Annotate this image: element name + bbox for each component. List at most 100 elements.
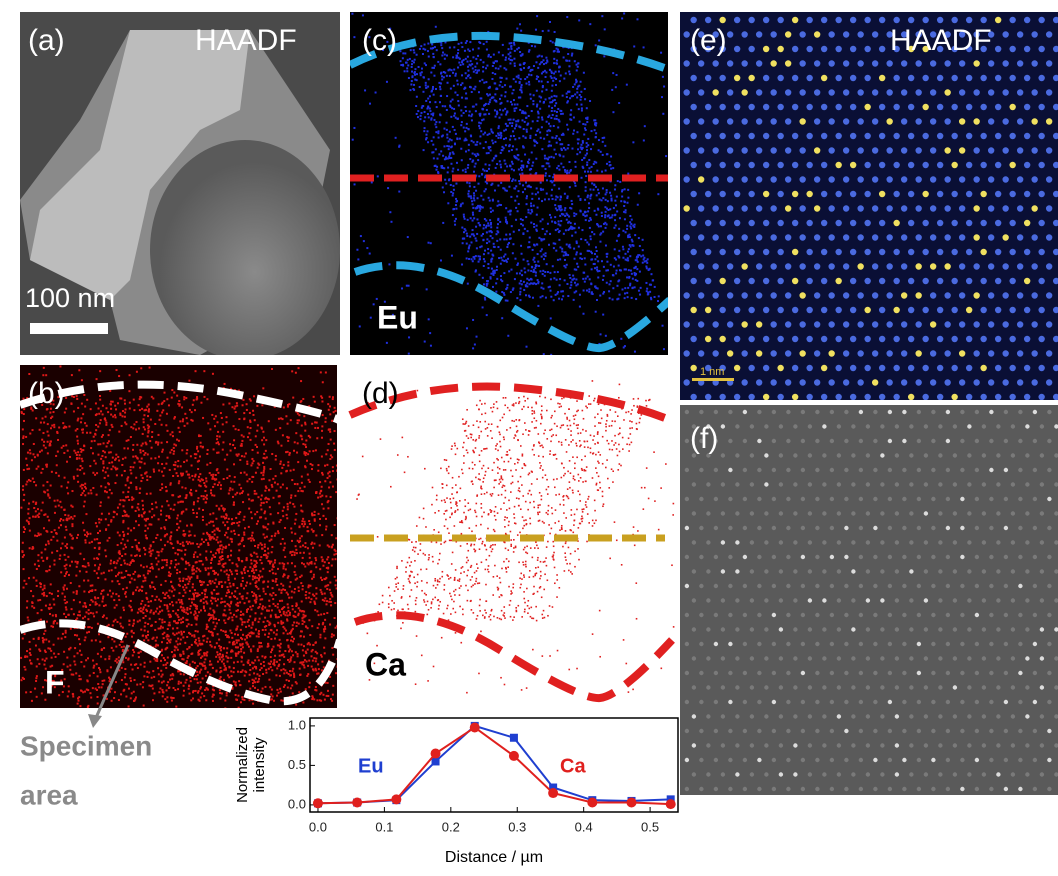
- texture-dot: [125, 570, 128, 573]
- texture-dot: [310, 598, 313, 601]
- texture-dot: [35, 579, 38, 582]
- texture-dot: [267, 667, 270, 670]
- texture-dot: [263, 536, 266, 539]
- texture-dot: [530, 221, 533, 224]
- texture-dot: [277, 621, 280, 624]
- texture-dot: [108, 657, 111, 660]
- texture-dot: [241, 698, 244, 701]
- texture-dot: [121, 457, 124, 460]
- texture-dot: [594, 258, 597, 261]
- texture-dot: [194, 617, 197, 620]
- texture-dot: [328, 405, 331, 408]
- texture-dot: [144, 452, 147, 455]
- texture-dot: [429, 344, 432, 347]
- texture-dot: [533, 144, 536, 147]
- texture-dot: [484, 113, 487, 116]
- texture-dot: [235, 654, 238, 657]
- texture-dot: [616, 210, 619, 213]
- texture-dot: [614, 219, 617, 222]
- texture-dot: [95, 663, 98, 666]
- texture-dot: [70, 608, 73, 611]
- texture-dot: [539, 136, 542, 139]
- texture-dot: [150, 552, 153, 555]
- texture-dot: [204, 567, 207, 570]
- texture-dot: [166, 441, 169, 444]
- texture-dot: [238, 559, 241, 562]
- texture-dot: [211, 413, 214, 416]
- texture-dot: [290, 531, 293, 534]
- texture-dot: [441, 105, 444, 108]
- texture-dot: [229, 537, 232, 540]
- texture-dot: [258, 577, 261, 580]
- texture-dot: [544, 75, 547, 78]
- texture-dot: [286, 638, 289, 641]
- texture-dot: [476, 232, 479, 235]
- texture-dot: [398, 144, 401, 147]
- texture-dot: [64, 525, 67, 528]
- texture-dot: [315, 689, 318, 692]
- texture-dot: [520, 269, 523, 272]
- texture-dot: [36, 453, 39, 456]
- texture-dot: [96, 622, 99, 625]
- texture-dot: [32, 500, 35, 503]
- texture-dot: [142, 426, 145, 429]
- texture-dot: [255, 492, 258, 495]
- texture-dot: [264, 510, 267, 513]
- texture-dot: [60, 446, 63, 449]
- texture-dot: [160, 550, 163, 553]
- texture-dot: [181, 449, 184, 452]
- texture-dot: [274, 559, 277, 562]
- texture-dot: [93, 664, 96, 667]
- texture-dot: [411, 70, 414, 73]
- texture-dot: [320, 691, 323, 694]
- texture-dot: [235, 639, 238, 642]
- texture-dot: [185, 611, 188, 614]
- texture-dot: [159, 414, 162, 417]
- texture-dot: [221, 601, 224, 604]
- texture-dot: [104, 658, 107, 661]
- texture-dot: [144, 441, 147, 444]
- texture-dot: [181, 406, 184, 409]
- texture-dot: [149, 660, 152, 663]
- texture-dot: [631, 286, 634, 289]
- texture-dot: [116, 580, 119, 583]
- texture-dot: [43, 421, 46, 424]
- texture-dot: [311, 577, 314, 580]
- texture-dot: [439, 259, 442, 262]
- texture-dot: [533, 260, 536, 263]
- texture-dot: [254, 563, 257, 566]
- texture-dot: [331, 419, 334, 422]
- texture-dot: [91, 687, 94, 690]
- texture-dot: [278, 609, 281, 612]
- texture-dot: [90, 696, 93, 699]
- texture-dot: [175, 601, 178, 604]
- texture-dot: [72, 693, 75, 696]
- texture-dot: [299, 540, 302, 543]
- texture-dot: [210, 557, 213, 560]
- texture-dot: [319, 490, 322, 493]
- texture-dot: [633, 350, 636, 353]
- texture-dot: [595, 132, 598, 135]
- texture-dot: [226, 521, 229, 524]
- texture-dot: [231, 643, 234, 646]
- texture-dot: [75, 618, 78, 621]
- texture-dot: [276, 440, 279, 443]
- texture-dot: [180, 618, 183, 621]
- texture-dot: [226, 527, 229, 530]
- texture-dot: [652, 279, 655, 282]
- texture-dot: [610, 167, 613, 170]
- texture-dot: [96, 675, 99, 678]
- texture-dot: [560, 147, 563, 150]
- texture-dot: [351, 12, 354, 15]
- texture-dot: [225, 651, 228, 654]
- texture-dot: [236, 609, 239, 612]
- texture-dot: [209, 561, 212, 564]
- texture-dot: [506, 243, 509, 246]
- texture-dot: [291, 627, 294, 630]
- texture-dot: [255, 565, 258, 568]
- texture-dot: [298, 525, 301, 528]
- texture-dot: [222, 507, 225, 510]
- texture-dot: [91, 452, 94, 455]
- texture-dot: [159, 538, 162, 541]
- texture-dot: [233, 447, 236, 450]
